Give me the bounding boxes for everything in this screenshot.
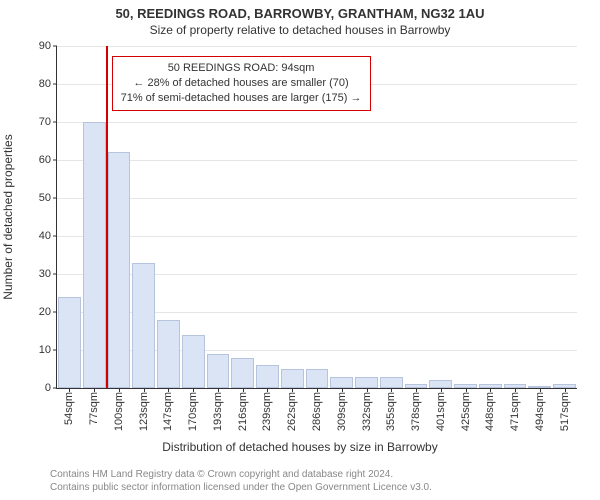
histogram-bar: [231, 358, 254, 388]
x-tick-label: 401sqm: [435, 388, 447, 431]
y-tick-label: 90: [39, 40, 51, 52]
x-tick-label: 494sqm: [534, 388, 546, 431]
x-tick-label: 170sqm: [187, 388, 199, 431]
x-tick-label: 77sqm: [88, 388, 100, 425]
histogram-bar: [380, 377, 403, 388]
y-tick-label: 30: [39, 268, 51, 280]
x-tick-label: 147sqm: [162, 388, 174, 431]
x-tick-label: 193sqm: [212, 388, 224, 431]
x-tick-label: 309sqm: [336, 388, 348, 431]
x-tick-label: 517sqm: [559, 388, 571, 431]
y-tick-label: 70: [39, 116, 51, 128]
footer-line-2: Contains public sector information licen…: [50, 481, 590, 494]
histogram-bar: [306, 369, 329, 388]
histogram-bar: [182, 335, 205, 388]
annotation-line: 50 REEDINGS ROAD: 94sqm: [121, 61, 362, 76]
y-tick-label: 80: [39, 78, 51, 90]
annotation-line: 71% of semi-detached houses are larger (…: [121, 91, 362, 106]
plot-area: 010203040506070809054sqm77sqm100sqm123sq…: [56, 46, 577, 389]
histogram-bar: [132, 263, 155, 388]
annotation-box: 50 REEDINGS ROAD: 94sqm← 28% of detached…: [112, 56, 371, 111]
histogram-bar: [330, 377, 353, 388]
histogram-bar: [83, 122, 106, 388]
y-tick-label: 40: [39, 230, 51, 242]
x-tick-label: 286sqm: [311, 388, 323, 431]
histogram-bar: [429, 380, 452, 388]
histogram-bar: [256, 365, 279, 388]
x-tick-label: 262sqm: [286, 388, 298, 431]
histogram-bar: [207, 354, 230, 388]
histogram-bar: [108, 152, 131, 388]
x-tick-label: 448sqm: [484, 388, 496, 431]
chart-subtitle: Size of property relative to detached ho…: [0, 23, 600, 41]
y-axis-label: Number of detached properties: [1, 134, 15, 299]
x-tick-label: 425sqm: [460, 388, 472, 431]
y-tick-label: 50: [39, 192, 51, 204]
x-tick-label: 239sqm: [261, 388, 273, 431]
chart-root: { "title": "50, REEDINGS ROAD, BARROWBY,…: [0, 0, 600, 500]
reference-line: [106, 46, 108, 388]
x-tick-label: 123sqm: [138, 388, 150, 431]
y-tick-label: 0: [45, 382, 51, 394]
x-tick-label: 216sqm: [237, 388, 249, 431]
x-axis-label: Distribution of detached houses by size …: [0, 440, 600, 454]
chart-title: 50, REEDINGS ROAD, BARROWBY, GRANTHAM, N…: [0, 0, 600, 23]
y-tick-label: 60: [39, 154, 51, 166]
x-tick-label: 378sqm: [410, 388, 422, 431]
histogram-bar: [281, 369, 304, 388]
histogram-bar: [355, 377, 378, 388]
x-tick-label: 332sqm: [361, 388, 373, 431]
x-tick-label: 100sqm: [113, 388, 125, 431]
x-tick-label: 471sqm: [509, 388, 521, 431]
y-tick-label: 10: [39, 344, 51, 356]
histogram-bar: [58, 297, 81, 388]
y-tick-label: 20: [39, 306, 51, 318]
annotation-line: ← 28% of detached houses are smaller (70…: [121, 76, 362, 91]
attribution-footer: Contains HM Land Registry data © Crown c…: [50, 468, 590, 494]
histogram-bar: [157, 320, 180, 388]
footer-line-1: Contains HM Land Registry data © Crown c…: [50, 468, 590, 481]
x-tick-label: 54sqm: [63, 388, 75, 425]
x-tick-label: 355sqm: [385, 388, 397, 431]
